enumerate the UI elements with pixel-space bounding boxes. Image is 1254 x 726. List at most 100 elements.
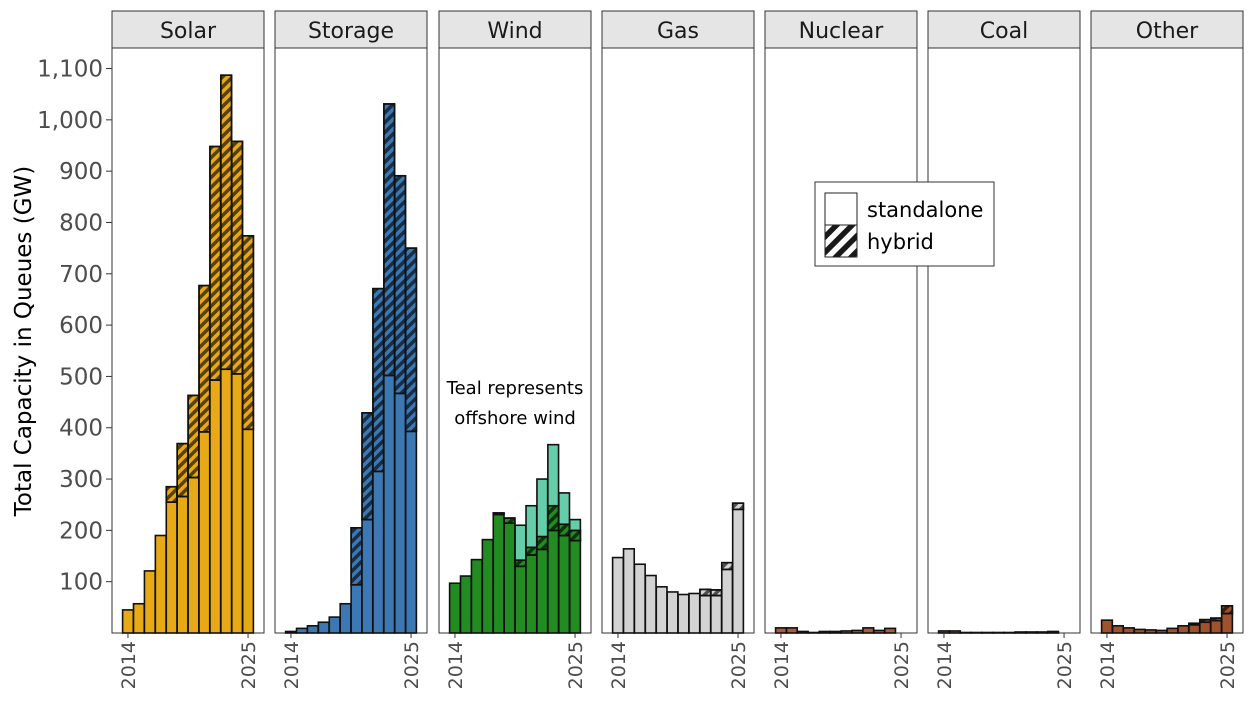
legend-label-hybrid: hybrid <box>867 230 934 254</box>
bar-standalone <box>622 548 636 634</box>
bar-standalone <box>677 593 690 634</box>
y-tick-label: 600 <box>59 313 103 339</box>
bar-standalone <box>230 373 244 634</box>
x-tick-label: 2014 <box>608 641 630 689</box>
facet-strip <box>274 10 428 49</box>
bar-standalone <box>470 558 483 634</box>
bar-hybrid-hatch <box>525 546 538 556</box>
bar-standalone <box>851 629 864 634</box>
facet-label: Coal <box>980 19 1028 44</box>
bar-standalone <box>481 538 494 634</box>
bar-standalone <box>1220 612 1234 634</box>
bar-standalone <box>1046 630 1060 634</box>
bar-standalone <box>992 631 1005 634</box>
x-tick-label: 2014 <box>1097 641 1119 689</box>
facet-label: Storage <box>308 19 394 44</box>
bar-standalone <box>688 592 701 634</box>
bar-hybrid-hatch <box>731 502 745 511</box>
panel-wind: Wind 2014 2025 <box>438 10 592 689</box>
y-tick-label: 1,000 <box>37 108 103 134</box>
y-tick-label: 1,100 <box>37 57 103 83</box>
y-tick-label: 400 <box>59 416 103 442</box>
facet-label: Wind <box>487 19 542 44</box>
bar-standalone <box>655 586 668 634</box>
bar-offshore <box>514 524 527 561</box>
legend-key-hybrid <box>824 224 858 258</box>
bar-standalone <box>284 630 298 634</box>
bar-hybrid-hatch <box>350 527 363 586</box>
bar-standalone <box>1100 619 1114 634</box>
bar-standalone <box>959 631 972 634</box>
bar-hybrid-hatch <box>1220 605 1234 615</box>
x-tick-label: 2025 <box>565 641 587 689</box>
bar-standalone <box>840 630 853 634</box>
bar-standalone <box>785 627 799 634</box>
x-tick-label: 2014 <box>445 641 467 689</box>
bar-standalone <box>720 568 734 634</box>
y-tick-label: 300 <box>59 467 103 493</box>
bar-hybrid-hatch <box>503 517 516 524</box>
bar-hybrid-hatch <box>165 485 178 503</box>
facet-label: Gas <box>657 19 699 44</box>
bar-offshore <box>547 443 560 507</box>
bar-standalone <box>514 565 527 634</box>
panel-other: Other 2014 2025 <box>1090 10 1244 689</box>
panel-frame <box>927 47 1081 634</box>
bar-standalone <box>710 594 723 634</box>
bar-standalone <box>1155 629 1168 634</box>
bar-offshore <box>557 492 571 526</box>
bar-standalone <box>1122 627 1135 634</box>
bar-standalone <box>547 529 560 634</box>
x-tick-label: 2014 <box>771 641 793 689</box>
bar-standalone <box>209 379 222 634</box>
bar-standalone <box>328 616 341 634</box>
bar-standalone <box>154 534 167 634</box>
bar-standalone <box>1177 625 1190 634</box>
x-tick-label: 2025 <box>238 641 260 689</box>
x-tick-label: 2025 <box>401 641 423 689</box>
legend-key-standalone <box>824 192 858 226</box>
bar-hybrid-hatch <box>720 561 734 571</box>
bar-offshore <box>536 478 549 538</box>
bar-standalone <box>1199 621 1212 634</box>
bar-hybrid-hatch <box>404 247 418 433</box>
y-tick-label: 100 <box>59 570 103 596</box>
bar-hybrid-hatch <box>557 523 571 537</box>
y-tick-label: 800 <box>59 210 103 236</box>
bar-standalone <box>633 563 646 634</box>
y-axis: 100 200 300 400 500 600 700 800 900 1,000 1,100 <box>37 57 112 596</box>
bar-hybrid-hatch <box>710 589 723 597</box>
bar-standalone <box>1166 627 1179 634</box>
bar-offshore <box>525 504 538 549</box>
bar-standalone <box>241 428 255 634</box>
annotation-line: Teal represents <box>446 378 584 399</box>
bar-standalone <box>948 630 962 634</box>
bar-standalone <box>404 430 418 634</box>
bar-hybrid-hatch <box>241 235 255 431</box>
x-tick-label: 2014 <box>934 641 956 689</box>
bar-hybrid-hatch <box>514 559 527 568</box>
facet-strip <box>438 10 592 49</box>
bar-standalone <box>862 627 875 634</box>
bar-standalone <box>1144 629 1157 634</box>
bar-standalone <box>1036 631 1049 634</box>
bar-standalone <box>1188 623 1201 634</box>
bar-standalone <box>198 431 211 634</box>
bar-standalone <box>176 495 189 634</box>
bar-hybrid-hatch <box>1188 622 1201 626</box>
bar-standalone <box>829 630 842 634</box>
annotation-line: offshore wind <box>454 408 576 429</box>
bar-standalone <box>1209 619 1223 634</box>
bar-standalone <box>525 554 538 634</box>
bar-standalone <box>350 583 363 634</box>
bar-standalone <box>459 575 473 634</box>
bar-standalone <box>731 508 745 634</box>
bar-standalone <box>492 513 505 634</box>
bar-offshore <box>568 518 582 532</box>
panel-storage: Storage 2014 2025 <box>274 10 428 689</box>
panel-frame <box>601 47 755 634</box>
y-tick-label: 200 <box>59 518 103 544</box>
bar-standalone <box>1025 631 1038 634</box>
bar-standalone <box>317 621 330 634</box>
